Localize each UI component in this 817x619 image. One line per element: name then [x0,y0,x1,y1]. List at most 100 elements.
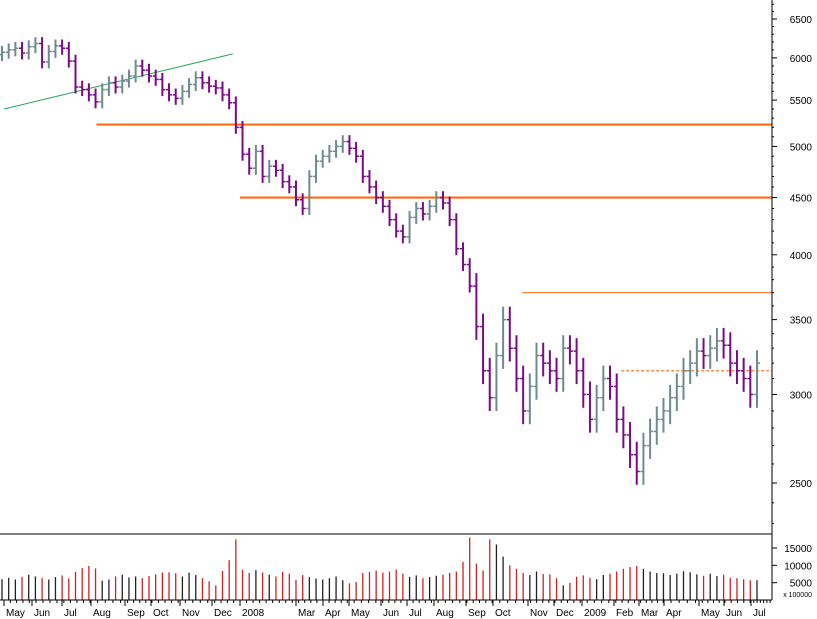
price-bar [379,191,386,213]
price-bar [132,59,139,83]
x-tick-label: Sep [127,608,145,619]
price-bar [306,170,313,215]
price-bar [754,350,760,408]
price-bar [546,350,553,385]
price-bar [713,327,720,362]
price-bar [326,144,333,163]
price-bar [613,373,620,433]
x-tick-label: 2008 [242,608,265,619]
price-bar [520,365,527,425]
price-bar [473,273,480,340]
price-bar [179,85,186,105]
price-bar [346,135,353,155]
price-bar [586,381,593,433]
x-tick-label: Jul [409,608,422,619]
price-bar [212,79,219,95]
price-bar [219,81,226,102]
price-bar [5,43,12,59]
volume-bars [1,537,758,600]
price-bar [25,40,32,60]
price-bar [112,76,119,94]
x-tick-label: Dec [556,608,574,619]
price-bar [232,96,239,134]
price-bar [480,313,487,385]
price-bar [506,306,513,362]
x-tick-label: Apr [666,608,682,619]
price-bar [339,135,346,153]
price-bar [359,149,366,183]
support-resistance-lines [3,53,772,372]
price-bar [105,76,112,97]
x-tick-label: Jul [64,608,77,619]
price-bar [573,338,580,385]
price-bar [580,357,587,408]
price-bar [700,338,707,369]
price-bar [540,342,547,377]
price-bar [660,397,667,433]
price-bar [119,74,126,94]
price-bar [426,199,433,221]
price-bar [707,335,714,369]
price-bar [747,365,754,408]
price-bar [673,373,680,412]
volume-tick-label: 15000 [784,544,812,555]
price-bar [553,357,560,392]
price-bar [680,357,687,400]
price-bar [667,384,674,425]
price-bar [399,224,406,244]
price-bar [319,149,326,168]
y-tick-label: 6000 [790,54,813,65]
price-bar [593,384,600,433]
price-bar [439,191,446,210]
price-bar [206,76,213,93]
x-tick-label: Jun [34,608,50,619]
x-tick-label: Mar [298,608,316,619]
price-bar [433,191,440,213]
price-bar [65,41,72,68]
price-bar [607,365,614,400]
y-tick-label: 3500 [790,316,813,327]
x-tick-label: Dec [214,608,232,619]
price-bar [166,83,173,102]
price-bar [560,335,567,392]
price-bar [366,170,373,194]
x-tick-label: May [6,608,25,619]
price-bar [493,342,500,412]
price-bar [466,258,473,293]
price-bar [526,373,533,425]
price-bar [246,147,253,175]
price-bar [653,406,660,445]
price-bar [453,213,460,256]
price-bar [19,41,26,60]
price-bar [272,159,279,177]
trendline [3,53,233,110]
price-bar [145,63,152,83]
price-bar [239,120,246,161]
price-bar [693,338,700,377]
price-bar [620,406,627,449]
price-bar [292,180,299,207]
price-bar [313,154,320,183]
price-bar [627,422,634,468]
price-bar [419,202,426,221]
price-bar [720,327,727,359]
price-bar [59,39,66,55]
x-tick-label: Oct [153,608,169,619]
price-bar [45,45,52,69]
x-tick-label: Jun [726,608,742,619]
x-tick-label: Mar [641,608,659,619]
price-bar [333,140,340,158]
price-bar [39,37,46,69]
price-bar [12,41,19,57]
price-bar [192,71,199,91]
price-bar [279,163,286,189]
price-bars [0,37,760,485]
x-tick-label: Aug [93,608,111,619]
price-bar [85,83,92,102]
x-tick-label: 2009 [584,608,607,619]
price-bar [266,159,273,183]
price-bar [600,365,607,412]
price-bar [125,69,132,88]
